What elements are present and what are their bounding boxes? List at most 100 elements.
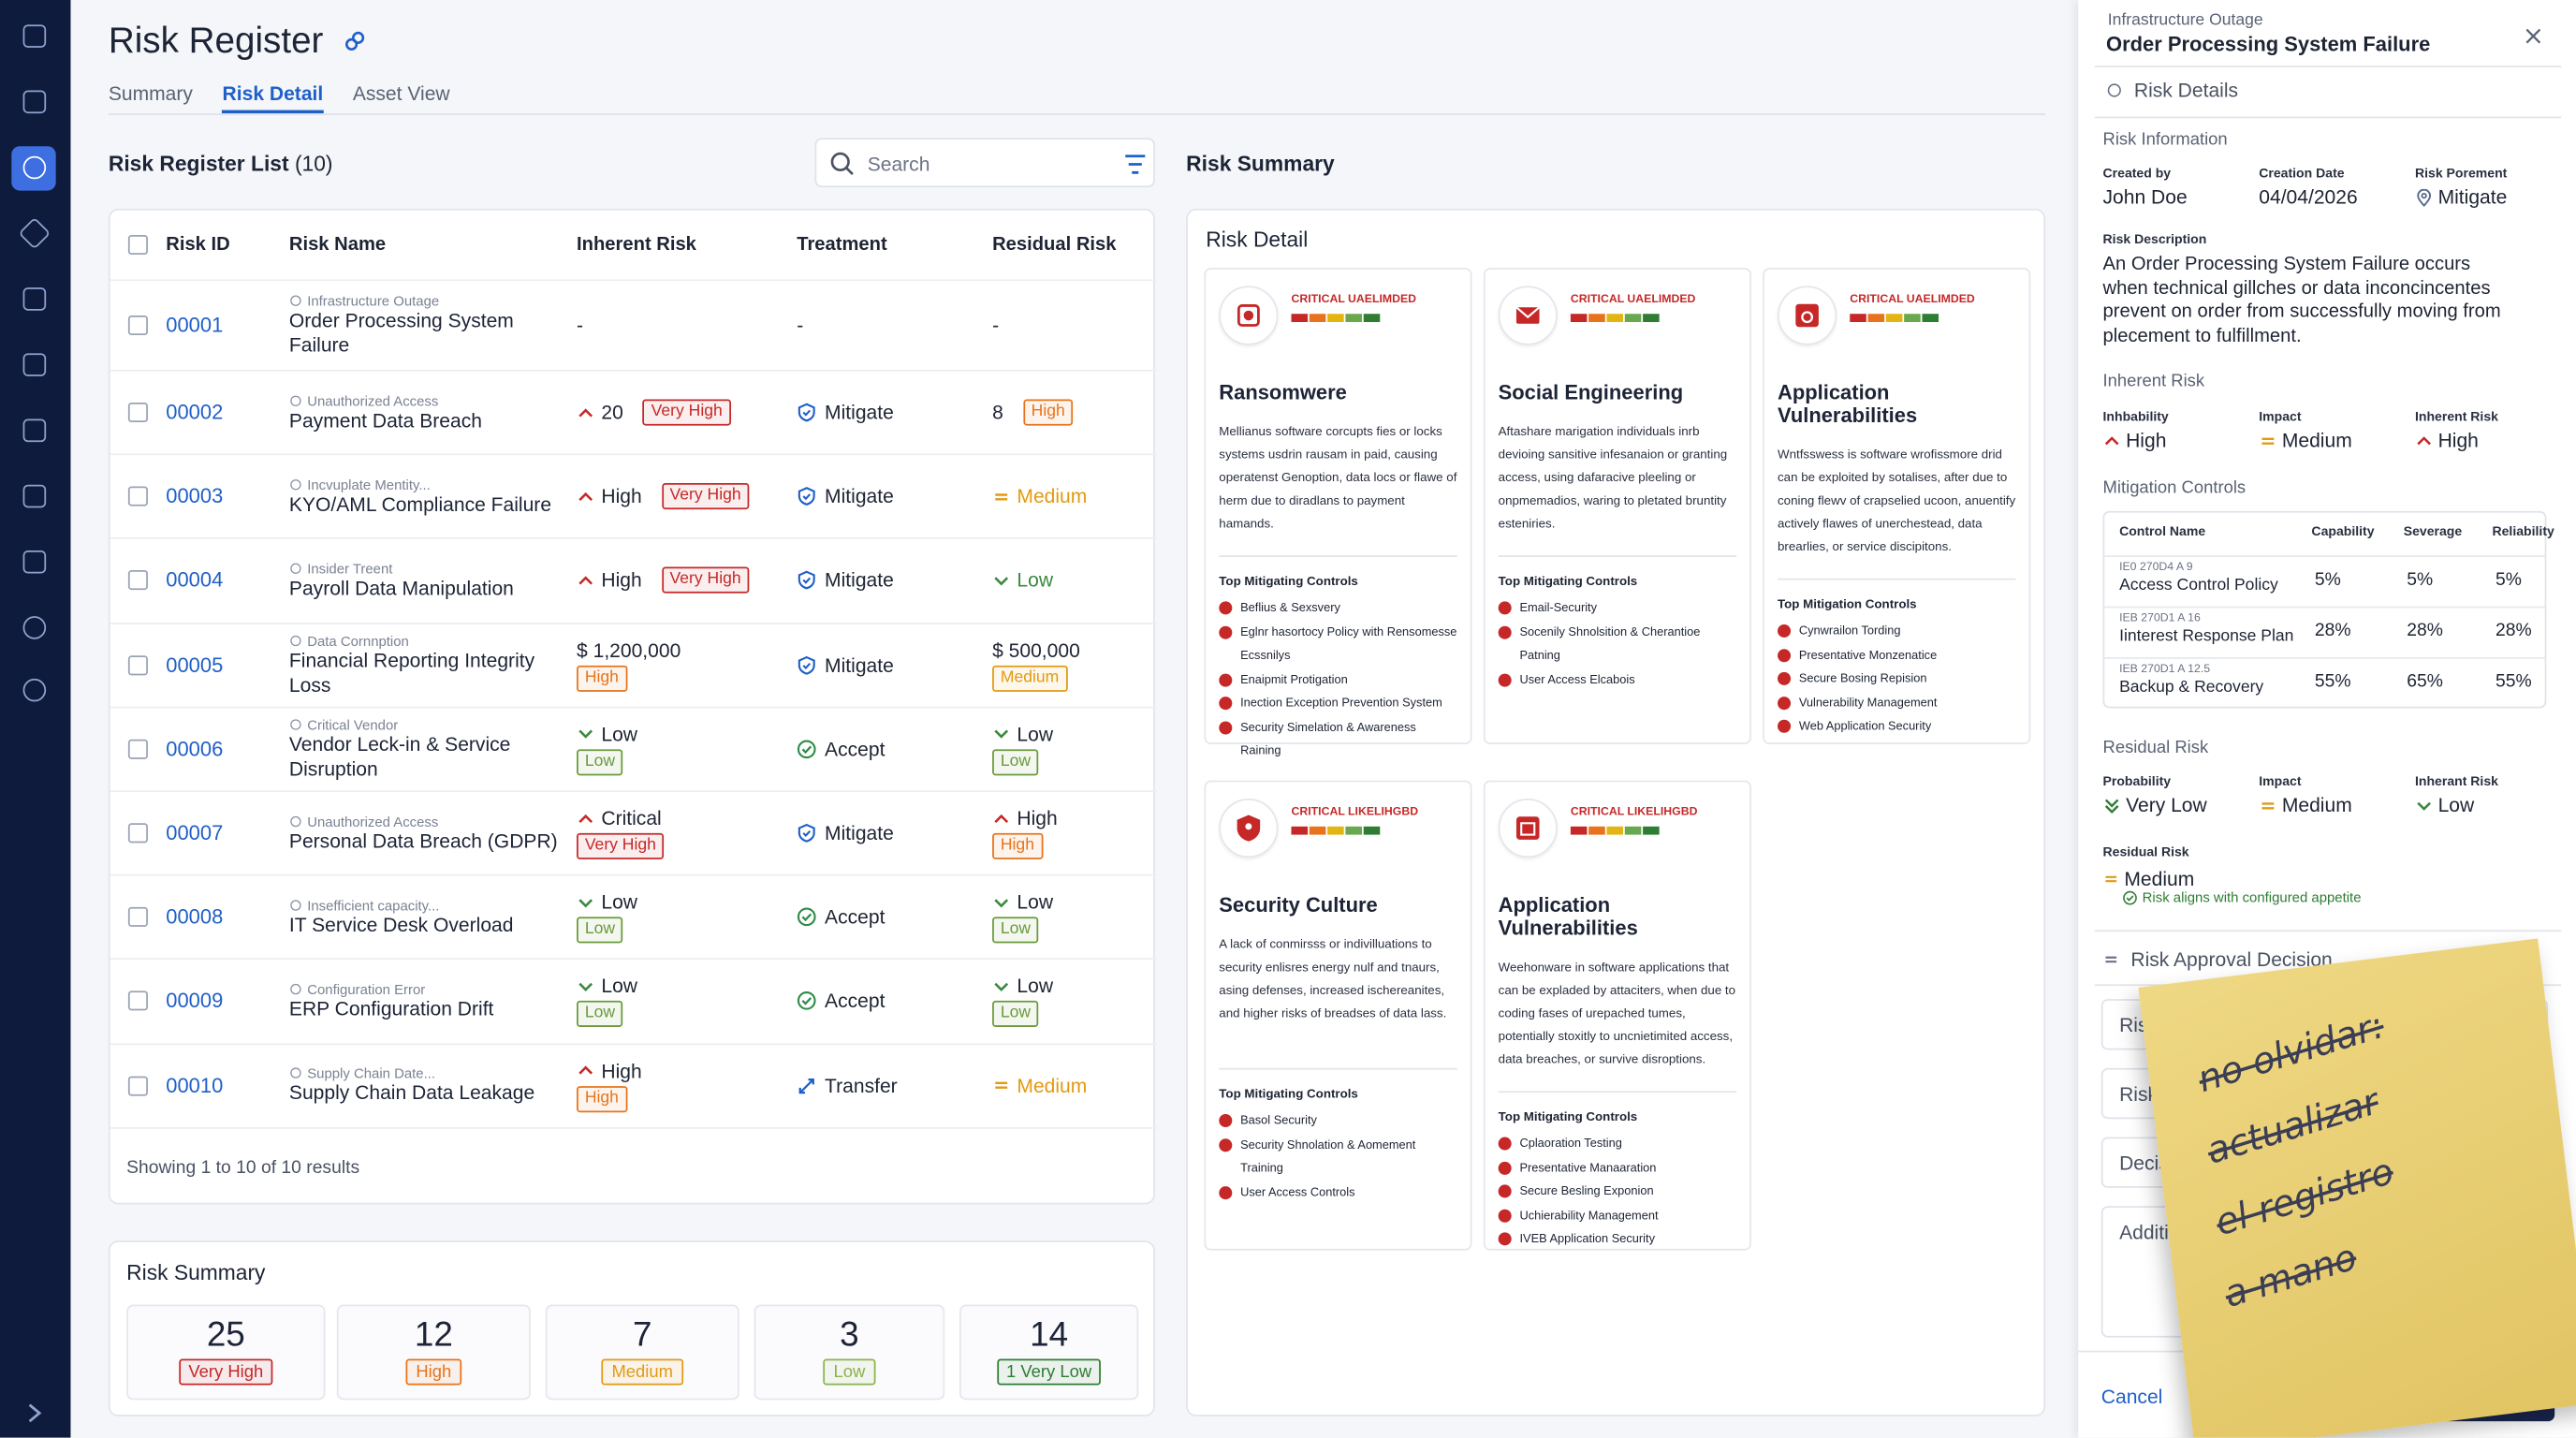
nav-icon[interactable] — [22, 24, 47, 48]
residual-summary-value: Medium — [2103, 868, 2194, 890]
field-label: Inherent Risk — [2414, 409, 2498, 424]
approval-header[interactable]: Risk Approval Decision — [2103, 948, 2333, 971]
level-line: Low — [992, 891, 1053, 914]
tab[interactable]: Asset View — [352, 81, 450, 106]
nav-icon[interactable] — [22, 90, 47, 114]
nav-icon[interactable] — [22, 678, 47, 702]
link-icon[interactable] — [344, 30, 367, 53]
nav-icon[interactable] — [22, 418, 47, 443]
field: Inherant Risk Low — [2415, 774, 2571, 817]
treatment-text: Mitigate — [825, 653, 894, 677]
row-checkbox[interactable] — [127, 487, 148, 507]
check-icon — [797, 991, 816, 1011]
filter-icon[interactable] — [1123, 154, 1147, 174]
nav-icon[interactable] — [22, 616, 47, 639]
risk-id[interactable]: 00006 — [166, 737, 224, 761]
equal-icon — [2261, 801, 2275, 809]
risk-id[interactable]: 00003 — [166, 485, 224, 508]
treatment-text: Mitigate — [825, 401, 894, 424]
risk-summary-panel: Risk Detail CRITICAL UAELIMDED Ransomwere… — [1186, 208, 2046, 1416]
nav-icon[interactable] — [22, 287, 47, 311]
control-item: Eglnr hasortocy Policy with Rensomesse E… — [1219, 621, 1456, 668]
risk-id[interactable]: 00002 — [166, 401, 224, 424]
control-item: Vulnerability Management — [1778, 691, 2015, 714]
risk-name-cell: Unauthorized Access Payment Data Breach — [289, 392, 577, 433]
icon-stroke — [2104, 804, 2119, 814]
level-text: 8 — [992, 401, 1003, 424]
risk-id[interactable]: 00001 — [166, 314, 224, 337]
risk-id[interactable]: 00008 — [166, 905, 224, 930]
info-fields: Created by John Doe Creation Date 04/04/202… — [2103, 166, 2571, 209]
row-checkbox[interactable] — [127, 823, 148, 844]
severity-bar — [1570, 314, 1588, 322]
expand-icon[interactable] — [24, 1401, 44, 1425]
row-checkbox[interactable] — [127, 570, 148, 591]
severity-bar — [1643, 826, 1660, 835]
icon-stroke — [797, 991, 816, 1011]
control-value: 28% — [2407, 621, 2443, 641]
risk-category: Insefficient capacity... — [289, 896, 577, 914]
close-button[interactable] — [2524, 26, 2543, 46]
stat-count: 14 — [1030, 1315, 1069, 1355]
risk-id[interactable]: 00005 — [166, 653, 224, 677]
residual-cell: 8 High — [992, 399, 1157, 426]
nav-icon[interactable] — [22, 155, 47, 180]
nav-icon[interactable] — [18, 216, 51, 250]
row-checkbox[interactable] — [127, 991, 148, 1012]
tab-divider — [108, 113, 2046, 115]
icon-stroke — [290, 900, 301, 911]
risk-category-text: Unauthorized Access — [307, 391, 439, 409]
control-item: Uchierability Management — [1498, 1204, 1736, 1227]
row-checkbox[interactable] — [127, 315, 148, 336]
tab[interactable]: Summary — [108, 81, 193, 106]
control-item: Email-Security — [1498, 596, 1736, 620]
level-badge: Low — [992, 749, 1039, 776]
risk-card-description: A lack of conmirsss or indivilluations t… — [1219, 936, 1447, 1020]
risk-category-text: Insefficient capacity... — [307, 896, 440, 914]
inherent-cell: High Very High — [577, 567, 797, 594]
control-text: Inection Exception Prevention System — [1240, 695, 1442, 711]
risk-category: Supply Chain Date... — [289, 1065, 577, 1081]
row-checkbox[interactable] — [127, 1076, 148, 1096]
column-header: Residual Risk — [992, 234, 1117, 256]
select-all[interactable] — [127, 234, 148, 256]
risk-id[interactable]: 00004 — [166, 569, 224, 593]
icon-stroke — [578, 730, 593, 740]
risk-id[interactable]: 00009 — [166, 990, 224, 1013]
risk-id[interactable]: 00007 — [166, 821, 224, 845]
risk-id[interactable]: 00010 — [166, 1074, 224, 1097]
risk-category: Infrastructure Outage — [289, 292, 577, 309]
row-checkbox[interactable] — [127, 907, 148, 928]
risk-card-top: CRITICAL LIKELIHGBD — [1498, 798, 1736, 858]
level-line: High — [577, 1059, 642, 1082]
level-line: - — [992, 314, 999, 337]
control-text: Presentative Manaaration — [1519, 1159, 1657, 1175]
table-row: 00004 Insider Treent Payroll Data Manipula… — [110, 539, 1157, 624]
cancel-button[interactable]: Cancel — [2100, 1385, 2163, 1409]
level-badge: Low — [577, 917, 623, 944]
tab[interactable]: Risk Detail — [222, 82, 324, 114]
risk-tag: CRITICAL LIKELIHGBD — [1291, 806, 1419, 819]
section-header[interactable]: Risk Details — [2106, 79, 2563, 102]
field-value-text: Very Low — [2126, 793, 2207, 817]
row-checkbox[interactable] — [127, 739, 148, 759]
search-box[interactable]: Search — [814, 138, 1155, 188]
table-row: 00010 Supply Chain Date... Supply Chain Da… — [110, 1045, 1157, 1129]
stat-label: High — [405, 1358, 461, 1386]
row-checkbox[interactable] — [127, 403, 148, 423]
search-icon — [830, 152, 854, 175]
level-line: Low — [992, 976, 1053, 998]
treatment-cell: Mitigate — [797, 822, 992, 844]
nav-icon[interactable] — [22, 484, 47, 508]
risk-card: CRITICAL UAELIMDED Social Engineering Afta… — [1483, 268, 1751, 745]
treatment-text: Mitigate — [825, 485, 894, 508]
icon-stroke — [578, 492, 593, 501]
risk-category-text: Critical Vendor — [307, 716, 399, 733]
row-checkbox[interactable] — [127, 654, 148, 675]
table-header: Risk ID Risk Name Inherent Risk Treatment Re… — [110, 211, 1157, 282]
nav-icon[interactable] — [22, 353, 47, 376]
field-value: Mitigate — [2415, 185, 2571, 209]
nav-icon[interactable] — [22, 550, 47, 574]
bullet — [1498, 624, 1512, 638]
handle — [844, 167, 854, 175]
